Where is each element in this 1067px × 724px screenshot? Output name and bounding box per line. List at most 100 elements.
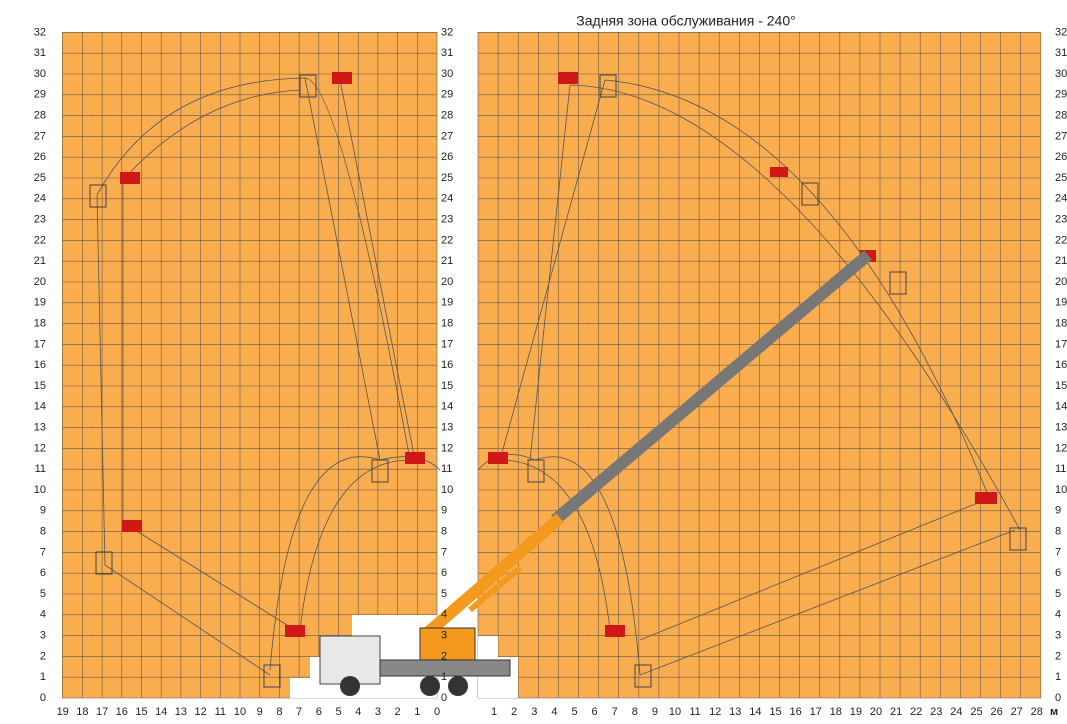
y-label: 31 xyxy=(441,47,453,59)
y-label: 17 xyxy=(34,338,46,350)
y-label: 32 xyxy=(441,26,453,38)
work-zone-curves xyxy=(96,77,1021,676)
y-label: 7 xyxy=(1055,546,1061,558)
x-label: 17 xyxy=(810,706,822,718)
y-label: 1 xyxy=(1055,671,1061,683)
x-label: 5 xyxy=(335,706,341,718)
y-label: 5 xyxy=(441,588,447,600)
x-label: 18 xyxy=(830,706,842,718)
x-label: 20 xyxy=(870,706,882,718)
x-label: 1 xyxy=(414,706,420,718)
y-label: 9 xyxy=(1055,505,1061,517)
y-label: 11 xyxy=(441,463,452,475)
y-label: 21 xyxy=(1055,255,1067,267)
y-label: 11 xyxy=(1055,463,1066,475)
y-label: 32 xyxy=(34,26,46,38)
y-label: 6 xyxy=(441,567,447,579)
x-label: 26 xyxy=(990,706,1002,718)
x-label: 17 xyxy=(96,706,108,718)
y-label: 30 xyxy=(441,68,453,80)
y-label: 2 xyxy=(1055,650,1061,662)
x-label: 8 xyxy=(632,706,638,718)
y-label: 28 xyxy=(34,110,46,122)
x-label: 7 xyxy=(296,706,302,718)
x-label: 22 xyxy=(910,706,922,718)
y-label: 20 xyxy=(1055,276,1067,288)
y-label: 30 xyxy=(1055,68,1067,80)
x-label: 16 xyxy=(789,706,801,718)
y-label: 21 xyxy=(441,255,453,267)
y-label: 32 xyxy=(1055,26,1067,38)
y-label: 17 xyxy=(441,338,453,350)
x-label: 19 xyxy=(850,706,862,718)
y-label: 24 xyxy=(34,193,46,205)
x-label: 4 xyxy=(551,706,557,718)
y-label: 9 xyxy=(40,505,46,517)
y-label: 30 xyxy=(34,68,46,80)
y-label: 27 xyxy=(34,130,46,142)
y-label: 0 xyxy=(441,692,447,704)
x-label: 6 xyxy=(316,706,322,718)
y-label: 29 xyxy=(34,89,46,101)
y-label: 10 xyxy=(34,484,46,496)
y-label: 19 xyxy=(34,297,46,309)
x-label: 15 xyxy=(135,706,147,718)
y-label: 14 xyxy=(1055,401,1067,413)
y-label: 2 xyxy=(40,650,46,662)
x-label: 25 xyxy=(970,706,982,718)
y-label: 16 xyxy=(441,359,453,371)
x-label: 4 xyxy=(355,706,361,718)
y-label: 13 xyxy=(34,422,46,434)
x-label: 5 xyxy=(571,706,577,718)
y-label: 23 xyxy=(441,214,453,226)
y-label: 23 xyxy=(1055,214,1067,226)
y-label: 19 xyxy=(441,297,453,309)
y-label: 26 xyxy=(1055,151,1067,163)
x-label: 6 xyxy=(592,706,598,718)
y-label: 28 xyxy=(1055,110,1067,122)
y-label: 7 xyxy=(441,546,447,558)
x-label: 12 xyxy=(194,706,206,718)
y-label: 29 xyxy=(441,89,453,101)
y-label: 14 xyxy=(441,401,453,413)
y-label: 18 xyxy=(34,318,46,330)
crane xyxy=(319,250,872,696)
y-label: 16 xyxy=(34,359,46,371)
y-label: 0 xyxy=(1055,692,1061,704)
x-label: 8 xyxy=(276,706,282,718)
platforms xyxy=(89,72,1027,688)
y-label: 2 xyxy=(441,650,447,662)
x-label: 13 xyxy=(175,706,187,718)
x-label: 27 xyxy=(1011,706,1023,718)
y-label: 25 xyxy=(441,172,453,184)
x-label: 19 xyxy=(57,706,69,718)
unit-label: м xyxy=(1050,706,1058,718)
x-label: 2 xyxy=(395,706,401,718)
y-label: 17 xyxy=(1055,338,1067,350)
y-label: 15 xyxy=(1055,380,1067,392)
grid xyxy=(62,32,1042,699)
x-label: 1 xyxy=(491,706,497,718)
y-label: 16 xyxy=(1055,359,1067,371)
x-label: 16 xyxy=(116,706,128,718)
title: Задняя зона обслуживания - 240° xyxy=(576,13,795,29)
y-label: 1 xyxy=(441,671,447,683)
y-label: 26 xyxy=(34,151,46,163)
x-label: 0 xyxy=(434,706,440,718)
y-label: 0 xyxy=(40,692,46,704)
y-label: 3 xyxy=(441,630,447,642)
y-label: 13 xyxy=(1055,422,1067,434)
y-label: 15 xyxy=(34,380,46,392)
y-label: 26 xyxy=(441,151,453,163)
y-label: 8 xyxy=(1055,526,1061,538)
y-label: 22 xyxy=(441,234,453,246)
x-label: 11 xyxy=(215,706,226,718)
y-label: 14 xyxy=(34,401,46,413)
y-label: 31 xyxy=(1055,47,1067,59)
y-label: 31 xyxy=(34,47,46,59)
y-label: 27 xyxy=(441,130,453,142)
y-label: 24 xyxy=(1055,193,1067,205)
y-label: 5 xyxy=(40,588,46,600)
x-label: 14 xyxy=(155,706,167,718)
